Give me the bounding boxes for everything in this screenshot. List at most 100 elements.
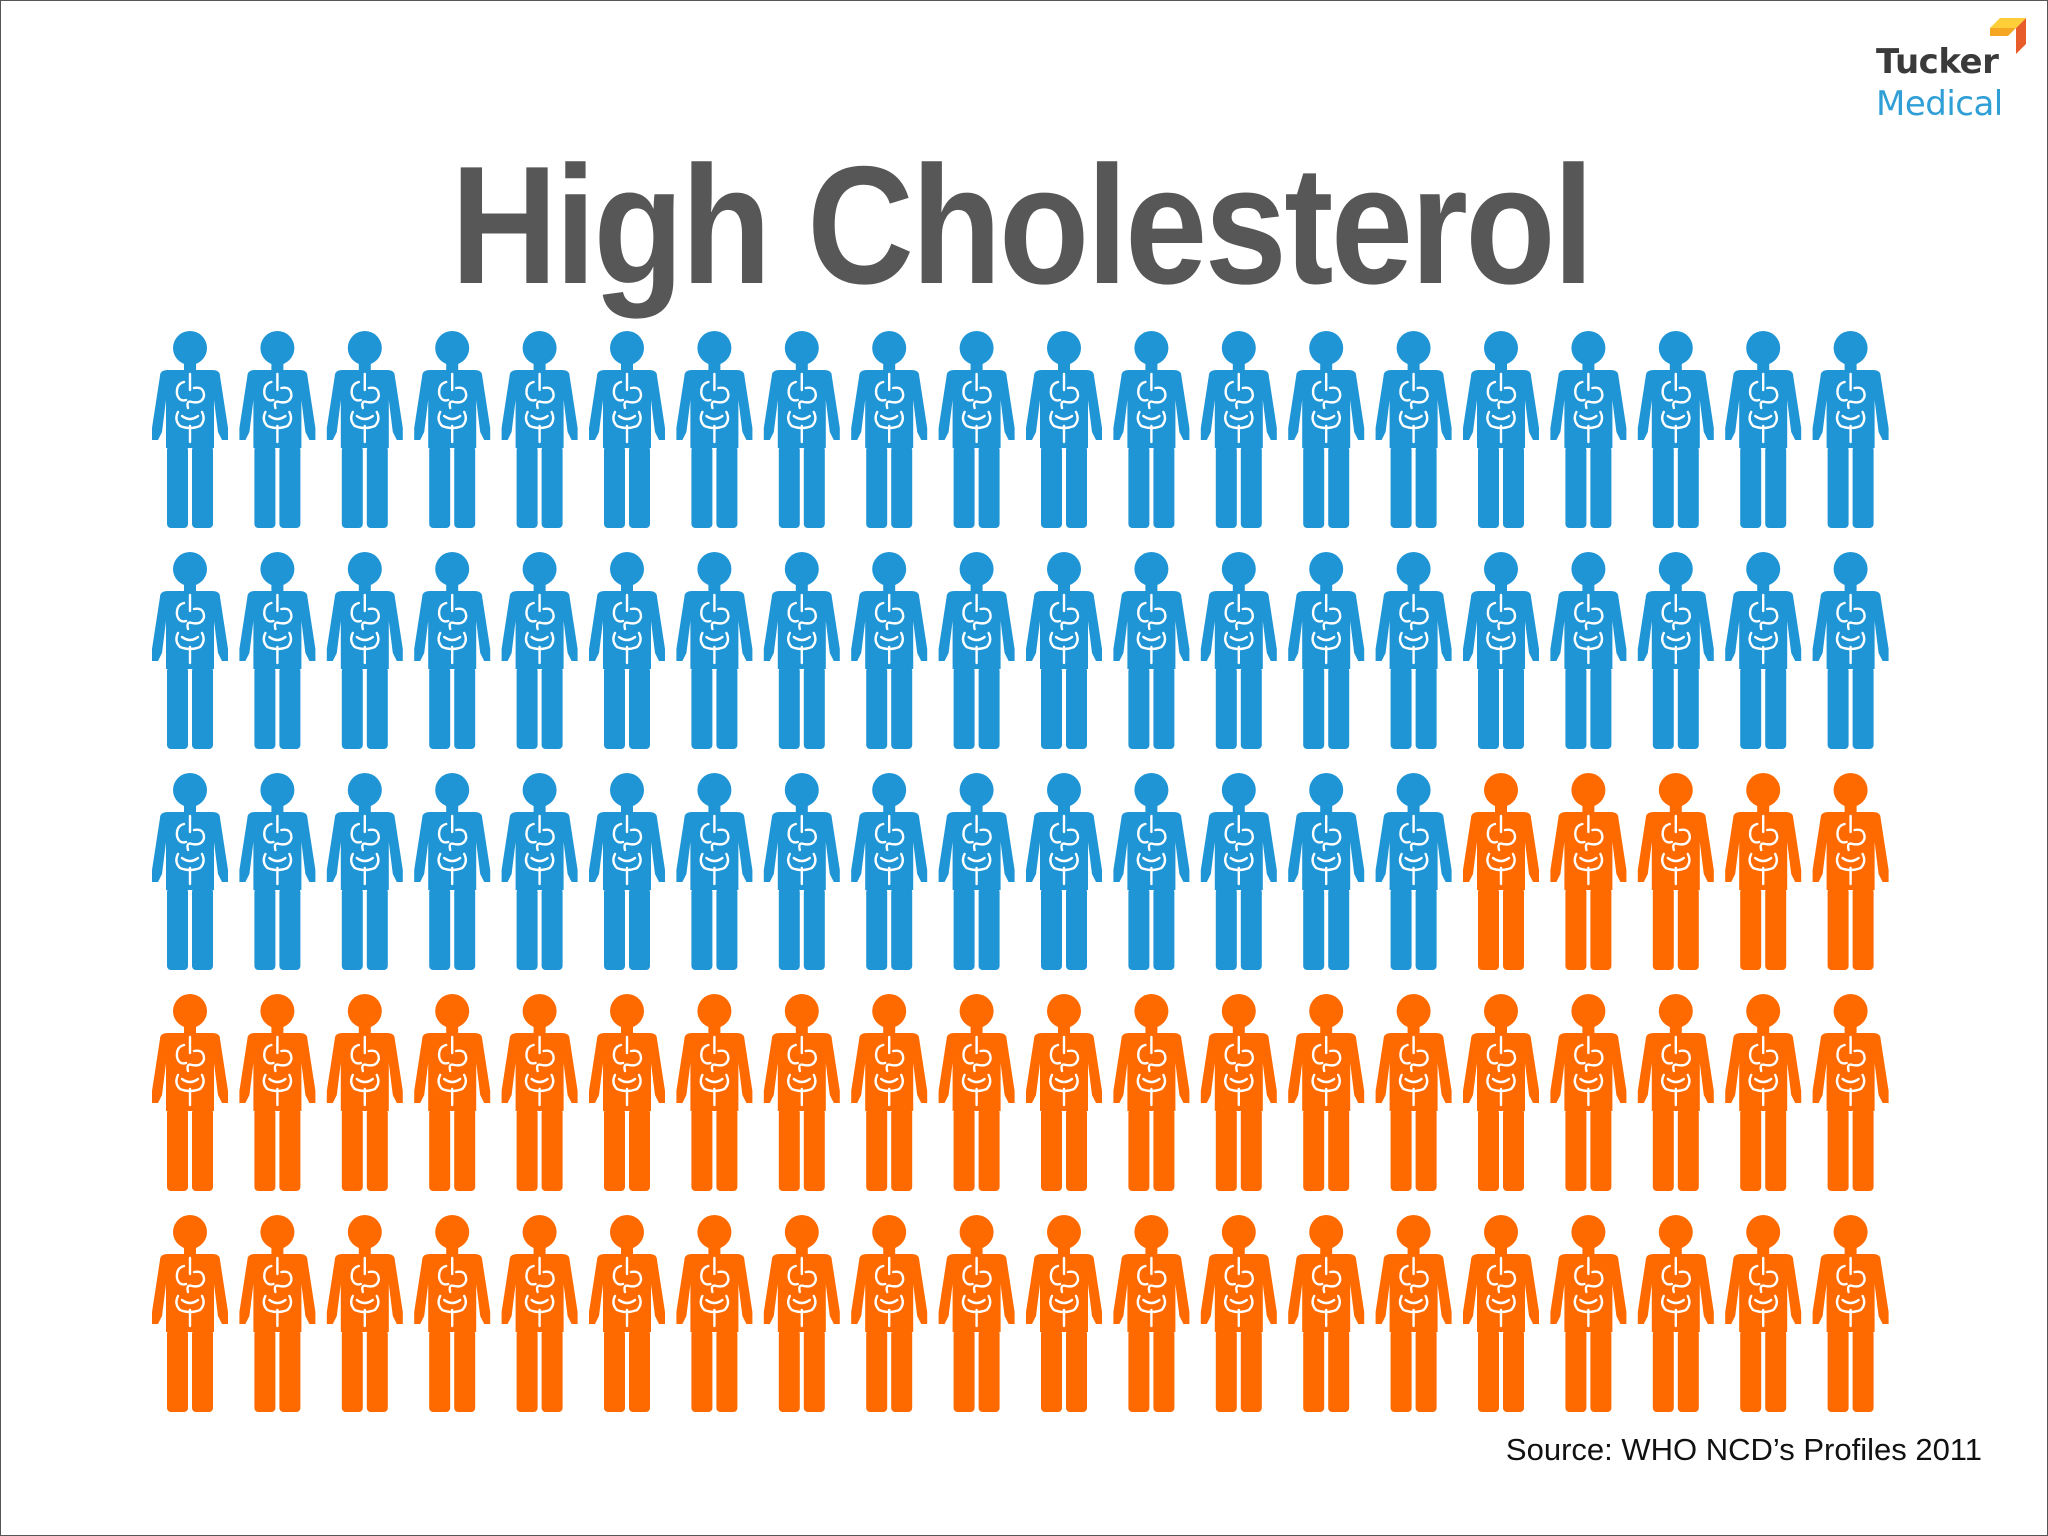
person-icon bbox=[589, 1215, 665, 1412]
person-icon bbox=[239, 552, 316, 749]
person-icon bbox=[851, 552, 928, 749]
person-icon bbox=[501, 552, 578, 749]
person-icon bbox=[501, 331, 578, 528]
person-icon bbox=[763, 331, 840, 528]
person-icon bbox=[414, 1215, 491, 1412]
person-icon bbox=[763, 994, 840, 1191]
person-icon bbox=[763, 773, 840, 970]
person-icon bbox=[676, 331, 753, 528]
person-icon bbox=[326, 773, 403, 970]
person-icon bbox=[501, 994, 578, 1191]
person-icon bbox=[1550, 552, 1627, 749]
person-icon bbox=[851, 331, 928, 528]
person-icon bbox=[1812, 994, 1889, 1191]
person-icon bbox=[1026, 1215, 1102, 1412]
tucker-medical-logo: Tucker Medical bbox=[1860, 18, 2030, 130]
person-icon bbox=[152, 331, 228, 528]
person-icon bbox=[1725, 994, 1802, 1191]
person-icon bbox=[589, 994, 665, 1191]
person-icon bbox=[589, 552, 665, 749]
person-icon bbox=[851, 773, 928, 970]
person-icon bbox=[851, 994, 928, 1191]
person-icon bbox=[676, 1215, 753, 1412]
person-icon bbox=[1288, 773, 1365, 970]
person-icon bbox=[1725, 773, 1802, 970]
person-icon bbox=[239, 994, 316, 1191]
person-icon bbox=[1812, 552, 1889, 749]
person-icon bbox=[1463, 331, 1539, 528]
person-icon bbox=[239, 773, 316, 970]
person-icon bbox=[326, 331, 403, 528]
person-icon bbox=[1026, 773, 1102, 970]
person-icon bbox=[1113, 994, 1190, 1191]
person-icon bbox=[1637, 331, 1714, 528]
logo-text-medical: Medical bbox=[1876, 84, 2003, 124]
person-icon bbox=[1725, 1215, 1802, 1412]
person-icon bbox=[938, 552, 1015, 749]
person-icon bbox=[1288, 552, 1365, 749]
person-icon bbox=[152, 773, 228, 970]
person-icon bbox=[1463, 994, 1539, 1191]
person-icon bbox=[1200, 331, 1277, 528]
person-icon bbox=[1637, 552, 1714, 749]
person-icon bbox=[1637, 994, 1714, 1191]
person-icon bbox=[414, 331, 491, 528]
person-icon bbox=[1113, 773, 1190, 970]
person-icon bbox=[1812, 1215, 1889, 1412]
person-icon bbox=[1026, 994, 1102, 1191]
person-icon bbox=[152, 1215, 228, 1412]
person-icon bbox=[152, 552, 228, 749]
person-icon bbox=[1550, 1215, 1627, 1412]
source-note: Source: WHO NCD’s Profiles 2011 bbox=[1505, 1432, 1982, 1467]
person-icon bbox=[676, 994, 753, 1191]
person-icon bbox=[1288, 994, 1365, 1191]
person-icon bbox=[1375, 1215, 1452, 1412]
person-icon bbox=[326, 552, 403, 749]
person-icon bbox=[1550, 331, 1627, 528]
person-icon bbox=[1550, 994, 1627, 1191]
person-icon bbox=[1375, 331, 1452, 528]
person-icon bbox=[1375, 994, 1452, 1191]
person-icon bbox=[1550, 773, 1627, 970]
person-icon bbox=[938, 1215, 1015, 1412]
person-icon bbox=[501, 773, 578, 970]
person-icon bbox=[1375, 773, 1452, 970]
person-icon bbox=[1113, 331, 1190, 528]
person-icon bbox=[676, 773, 753, 970]
person-icon bbox=[763, 1215, 840, 1412]
person-icon bbox=[1113, 552, 1190, 749]
person-icon bbox=[326, 1215, 403, 1412]
person-icon bbox=[1637, 1215, 1714, 1412]
person-icon bbox=[414, 552, 491, 749]
person-icon bbox=[1463, 1215, 1539, 1412]
person-icon bbox=[239, 331, 316, 528]
person-icon bbox=[1812, 773, 1889, 970]
person-icon bbox=[414, 773, 491, 970]
person-icon bbox=[1463, 773, 1539, 970]
person-icon bbox=[152, 994, 228, 1191]
person-icon bbox=[1200, 1215, 1277, 1412]
person-icon bbox=[1812, 331, 1889, 528]
person-icon bbox=[938, 994, 1015, 1191]
person-icon bbox=[1200, 552, 1277, 749]
person-icon bbox=[589, 773, 665, 970]
person-icon bbox=[676, 552, 753, 749]
person-icon bbox=[938, 331, 1015, 528]
person-icon bbox=[1113, 1215, 1190, 1412]
person-icon bbox=[501, 1215, 578, 1412]
person-icon bbox=[1026, 331, 1102, 528]
person-icon bbox=[1288, 331, 1365, 528]
person-icon bbox=[1375, 552, 1452, 749]
person-icon bbox=[239, 1215, 316, 1412]
person-icon bbox=[1637, 773, 1714, 970]
person-icon bbox=[1026, 552, 1102, 749]
person-icon bbox=[414, 994, 491, 1191]
person-icon bbox=[589, 331, 665, 528]
person-icon bbox=[1288, 1215, 1365, 1412]
logo-mark-icon bbox=[1990, 18, 2026, 54]
person-icon bbox=[1200, 773, 1277, 970]
person-icon bbox=[326, 994, 403, 1191]
person-icon bbox=[1200, 994, 1277, 1191]
page-title: High Cholesterol bbox=[450, 131, 1594, 319]
person-icon bbox=[763, 552, 840, 749]
